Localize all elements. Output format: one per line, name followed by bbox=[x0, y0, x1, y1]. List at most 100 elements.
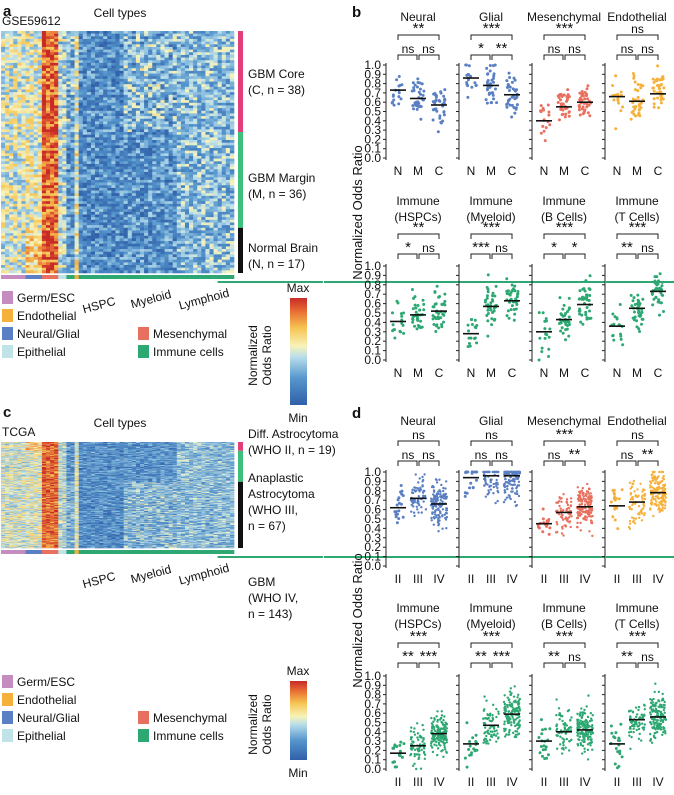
heatmap-cell bbox=[70, 241, 75, 245]
heatmap-cell bbox=[62, 62, 67, 66]
heatmap-cell bbox=[62, 134, 67, 138]
heatmap-cell bbox=[1, 105, 6, 109]
heatmap-cell bbox=[201, 257, 206, 260]
heatmap-cell bbox=[37, 46, 43, 50]
heatmap-cell bbox=[13, 171, 18, 175]
heatmap-cell bbox=[209, 163, 214, 167]
heatmap-cell bbox=[62, 262, 67, 266]
heatmap-cell bbox=[172, 92, 178, 96]
heatmap-cell bbox=[33, 241, 39, 245]
heatmap-cell bbox=[131, 41, 137, 45]
heatmap-cell bbox=[70, 148, 75, 151]
heatmap-cell bbox=[58, 76, 63, 80]
heatmap-cell bbox=[148, 163, 153, 167]
heatmap-cell bbox=[148, 148, 153, 151]
heatmap-cell bbox=[54, 68, 59, 72]
heatmap-cell bbox=[152, 33, 157, 37]
heatmap-cell bbox=[17, 113, 22, 117]
heatmap-cell bbox=[95, 33, 100, 37]
heatmap-cell bbox=[180, 225, 186, 229]
heatmap-cell bbox=[66, 235, 71, 239]
heatmap-cell bbox=[54, 193, 59, 197]
heatmap-cell bbox=[95, 155, 100, 159]
heatmap-cell bbox=[152, 246, 157, 250]
heatmap-cell bbox=[160, 84, 165, 88]
heatmap-cell bbox=[156, 36, 161, 40]
heatmap-cell bbox=[144, 140, 149, 143]
heatmap-cell bbox=[17, 38, 22, 42]
heatmap-cell bbox=[225, 62, 231, 66]
heatmap-cell bbox=[127, 41, 133, 45]
heatmap-cell bbox=[119, 241, 124, 245]
heatmap-cell bbox=[197, 169, 202, 173]
heatmap-cell bbox=[70, 145, 75, 149]
heatmap-cell bbox=[139, 206, 145, 210]
heatmap-cell bbox=[107, 94, 112, 98]
heatmap-cell bbox=[54, 249, 59, 253]
heatmap-cell bbox=[184, 54, 190, 58]
heatmap-cell bbox=[180, 163, 186, 167]
heatmap-cell bbox=[45, 179, 51, 183]
heatmap-cell bbox=[180, 81, 186, 85]
heatmap-cell bbox=[107, 102, 112, 106]
heatmap-cell bbox=[164, 209, 169, 213]
heatmap-cell bbox=[205, 243, 210, 247]
heatmap-cell bbox=[217, 86, 223, 90]
heatmap-cell bbox=[148, 49, 153, 53]
heatmap-cell bbox=[152, 86, 157, 90]
heatmap-cell bbox=[99, 182, 104, 186]
heatmap-cell bbox=[82, 140, 88, 143]
heatmap-cell bbox=[229, 222, 235, 226]
heatmap-cell bbox=[160, 150, 165, 154]
heatmap-cell bbox=[156, 179, 161, 183]
heatmap-cell bbox=[156, 84, 161, 88]
heatmap-cell bbox=[50, 161, 55, 165]
heatmap-cell bbox=[221, 137, 227, 141]
heatmap-cell bbox=[25, 238, 30, 242]
heatmap-cell bbox=[225, 153, 231, 157]
heatmap-cell bbox=[131, 94, 137, 98]
heatmap-cell bbox=[152, 195, 157, 199]
heatmap-cell bbox=[148, 233, 153, 237]
heatmap-cell bbox=[184, 102, 190, 106]
heatmap-cell bbox=[156, 241, 161, 245]
heatmap-cell bbox=[21, 161, 26, 165]
heatmap-cell bbox=[164, 124, 169, 128]
heatmap-cell bbox=[213, 100, 218, 104]
heatmap-cell bbox=[33, 94, 39, 98]
heatmap-cell bbox=[205, 161, 210, 165]
heatmap-cell bbox=[193, 118, 198, 122]
heatmap-cell bbox=[205, 31, 210, 34]
heatmap-cell bbox=[66, 78, 71, 82]
heatmap-cell bbox=[144, 102, 149, 106]
heatmap-cell bbox=[74, 142, 79, 146]
heatmap-cell bbox=[119, 155, 124, 159]
heatmap-cell bbox=[90, 235, 96, 239]
heatmap-cell bbox=[103, 84, 108, 88]
heatmap-cell bbox=[221, 44, 227, 48]
heatmap-cell bbox=[9, 148, 14, 151]
heatmap-cell bbox=[213, 73, 218, 77]
heatmap-cell bbox=[29, 44, 34, 48]
heatmap-cell bbox=[111, 81, 116, 85]
heatmap-cell bbox=[45, 171, 51, 175]
heatmap-cell bbox=[184, 148, 190, 151]
heatmap-cell bbox=[205, 201, 210, 205]
heatmap-cell bbox=[127, 78, 133, 82]
heatmap-cell bbox=[189, 182, 194, 186]
heatmap-cell bbox=[103, 169, 108, 173]
heatmap-cell bbox=[180, 86, 186, 90]
heatmap-cell bbox=[95, 185, 100, 189]
heatmap-cell bbox=[168, 92, 173, 96]
heatmap-cell bbox=[13, 169, 18, 173]
heatmap-cell bbox=[164, 235, 169, 239]
heatmap-cell bbox=[197, 134, 202, 138]
heatmap-cell bbox=[13, 142, 18, 146]
heatmap-cell bbox=[99, 187, 104, 191]
heatmap-cell bbox=[37, 78, 43, 82]
heatmap-cell bbox=[66, 169, 71, 173]
heatmap-cell bbox=[82, 145, 88, 149]
heatmap-cell bbox=[135, 257, 141, 260]
heatmap-cell bbox=[123, 246, 129, 250]
heatmap-cell bbox=[217, 126, 223, 130]
